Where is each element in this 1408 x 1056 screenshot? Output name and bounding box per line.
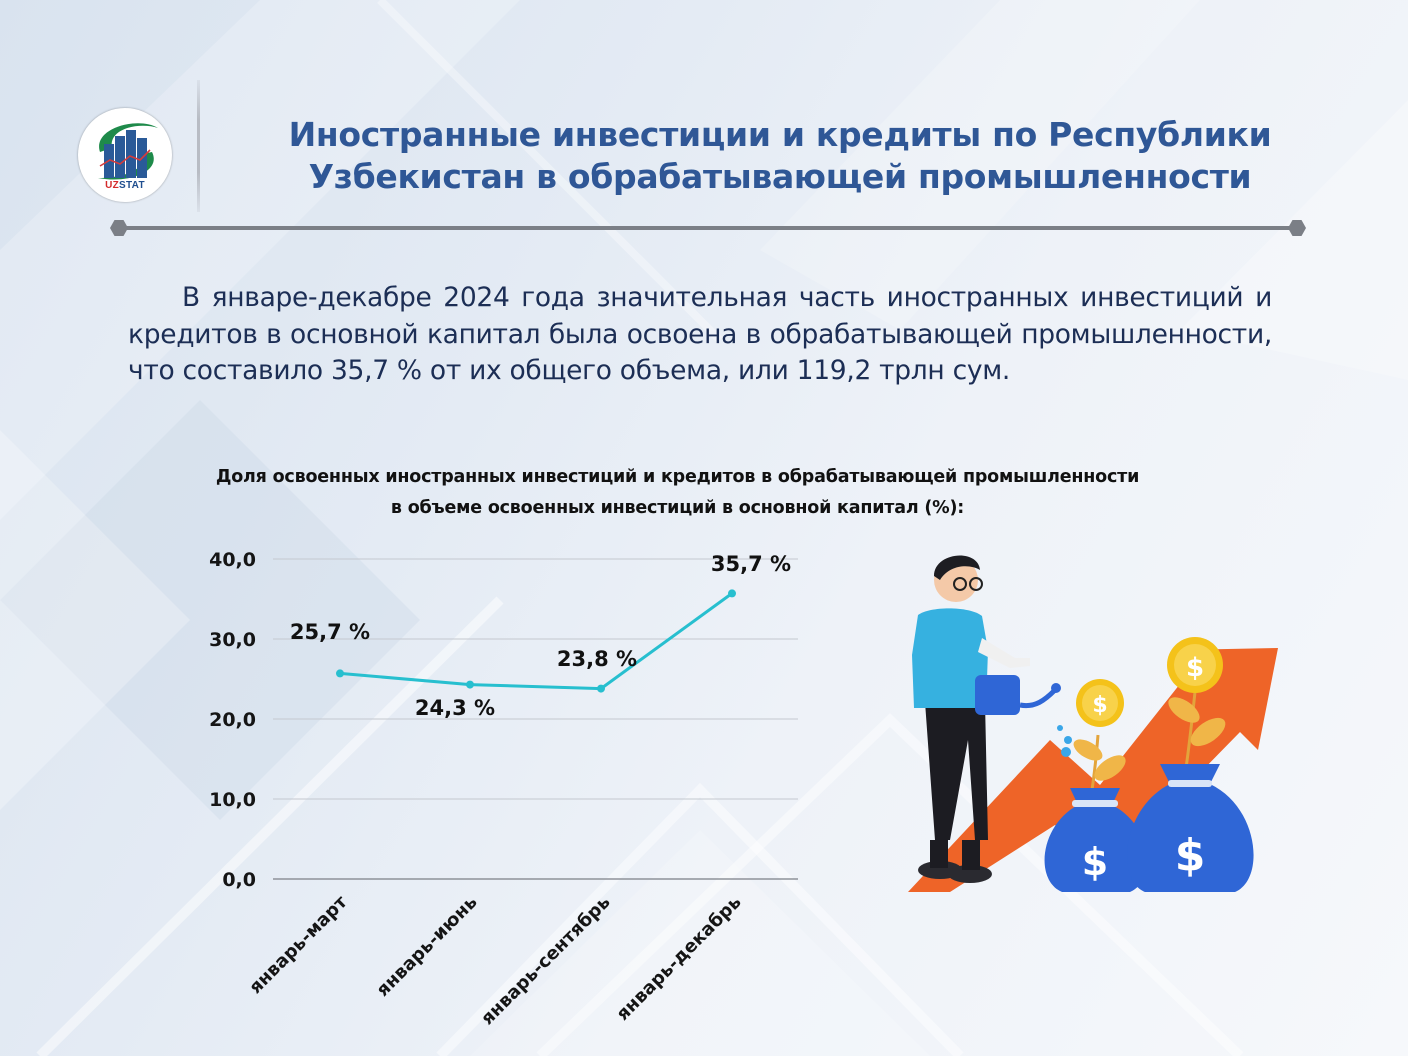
data-point xyxy=(336,669,344,678)
logo-emblem-icon xyxy=(98,123,158,180)
coin-plant-left: $ xyxy=(1073,679,1126,803)
chart-title-line2: в объеме освоенных инвестиций в основной… xyxy=(390,498,965,518)
y-tick-10: 10,0 xyxy=(209,789,256,811)
investment-growth-illustration: $ $ $ $ xyxy=(908,555,1278,892)
y-tick-0: 0,0 xyxy=(222,869,256,891)
x-tick-label: январь-декабрь xyxy=(612,892,745,1025)
watering-can-icon xyxy=(975,675,1072,757)
bag-dollar-label: $ xyxy=(1082,840,1108,884)
divider-right-hexagon-icon xyxy=(1288,220,1306,236)
logo-text: UZSTAT xyxy=(78,180,172,191)
data-label: 25,7 % xyxy=(290,620,370,644)
data-label: 35,7 % xyxy=(711,552,791,576)
money-bag-right-icon: $ xyxy=(1127,764,1254,892)
chart-title-line1: Доля освоенных иностранных инвестиций и … xyxy=(215,467,1140,487)
page-title-line2: Узбекистан в обрабатывающей промышленнос… xyxy=(308,157,1252,196)
data-point xyxy=(597,684,605,693)
summary-paragraph: В январе-декабре 2024 года значительная … xyxy=(128,282,1272,386)
data-label: 24,3 % xyxy=(415,696,495,720)
logo-text-uz: UZ xyxy=(105,180,120,191)
chart-title: Доля освоенных иностранных инвестиций и … xyxy=(140,462,1215,524)
data-points xyxy=(336,589,736,693)
divider-left-hexagon-icon xyxy=(110,220,128,236)
x-axis-labels: январь-март январь-июнь январь-сентябрь … xyxy=(245,891,745,1029)
data-line xyxy=(339,592,733,691)
coin-dollar-icon: $ xyxy=(1092,693,1107,718)
coin-dollar-icon: $ xyxy=(1186,653,1204,683)
page-title-line1: Иностранные инвестиции и кредиты по Респ… xyxy=(288,115,1272,154)
logo-text-stat: STAT xyxy=(119,180,145,191)
coin-plant-right: $ xyxy=(1167,637,1226,769)
gridlines xyxy=(273,558,798,880)
x-tick-label: январь-сентябрь xyxy=(477,892,614,1029)
y-axis-labels: 40,0 30,0 20,0 10,0 0,0 xyxy=(209,549,256,891)
horizontal-divider xyxy=(118,226,1298,230)
data-labels: 25,7 % 24,3 % 23,8 % 35,7 % xyxy=(290,552,791,720)
y-tick-40: 40,0 xyxy=(209,549,256,571)
data-point xyxy=(728,589,736,598)
bag-dollar-label: $ xyxy=(1175,830,1206,881)
money-bag-left-icon: $ xyxy=(1044,788,1148,892)
person-watering-icon xyxy=(912,555,1030,883)
x-tick-label: январь-март xyxy=(245,891,352,998)
data-point xyxy=(466,680,474,689)
y-tick-30: 30,0 xyxy=(209,629,256,651)
x-tick-label: январь-июнь xyxy=(372,892,481,1001)
uzstat-logo: UZSTAT xyxy=(78,108,172,202)
page-title: Иностранные инвестиции и кредиты по Респ… xyxy=(230,114,1330,198)
data-label: 23,8 % xyxy=(557,647,637,671)
y-tick-20: 20,0 xyxy=(209,709,256,731)
vertical-divider xyxy=(197,80,200,212)
